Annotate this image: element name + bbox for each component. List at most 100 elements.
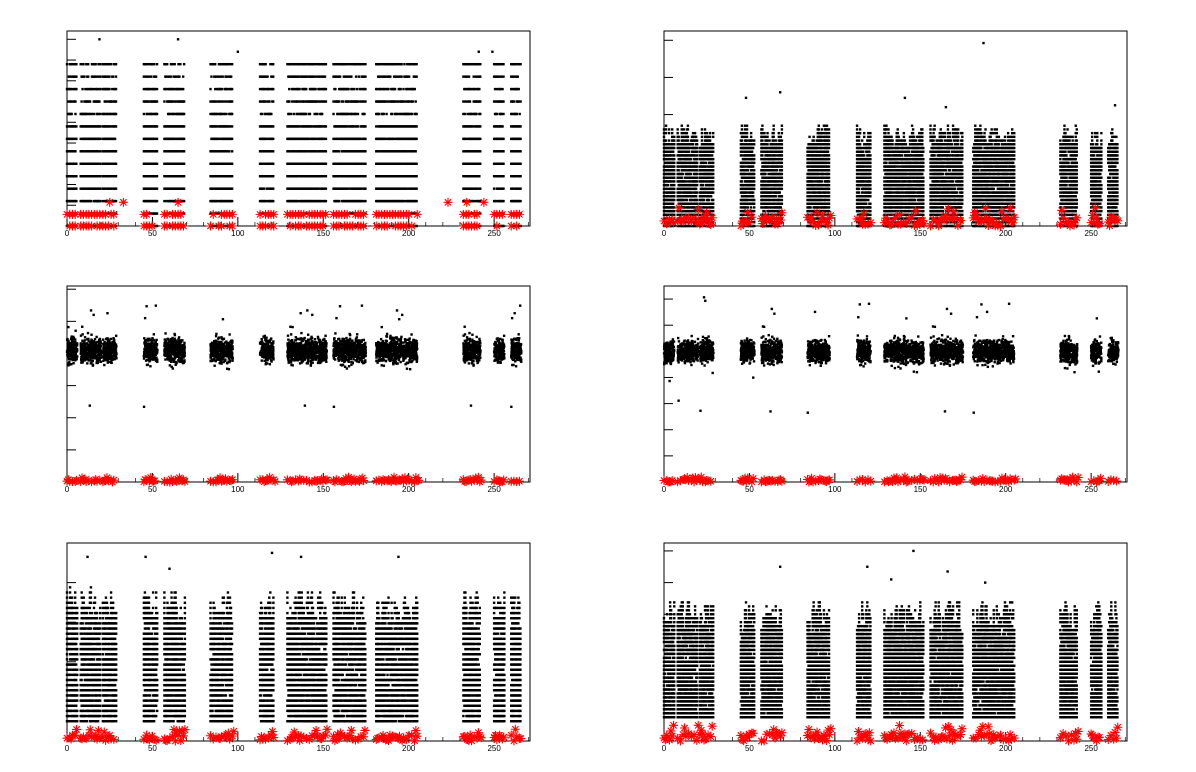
data-point [478, 175, 481, 178]
data-point [364, 150, 367, 153]
data-point [673, 172, 676, 176]
data-point [687, 206, 691, 209]
data-point [751, 191, 755, 194]
star-marker [109, 221, 119, 231]
data-point [182, 162, 186, 165]
data-point [74, 100, 77, 103]
data-point [680, 131, 683, 135]
data-point [230, 187, 234, 190]
data-point [265, 100, 268, 103]
data-point [146, 112, 149, 116]
data-point [753, 198, 756, 202]
data-point [673, 143, 676, 146]
data-point [114, 125, 118, 128]
data-point [163, 100, 166, 103]
data-point [298, 87, 301, 91]
data-point [712, 161, 715, 165]
data-point [324, 125, 328, 128]
series-black-points [662, 41, 1119, 228]
data-point [114, 162, 118, 165]
data-point [142, 75, 146, 78]
data-point [712, 165, 715, 168]
data-point [413, 87, 416, 91]
data-point [673, 176, 676, 179]
data-point [108, 87, 111, 91]
star-marker [382, 221, 392, 231]
data-point [691, 131, 695, 135]
data-point [740, 195, 744, 198]
data-point [712, 191, 715, 194]
data-point [114, 175, 118, 178]
data-point [110, 112, 113, 116]
data-point [324, 162, 328, 165]
data-point [683, 206, 687, 209]
star-marker [179, 221, 189, 231]
data-point [89, 199, 93, 203]
data-point [163, 162, 166, 165]
data-point [272, 100, 275, 103]
data-point [387, 87, 390, 91]
data-point [673, 213, 676, 217]
data-point [468, 100, 472, 103]
data-point [403, 62, 406, 66]
data-point [695, 161, 699, 165]
data-point [742, 183, 746, 187]
data-point [689, 176, 693, 179]
data-point [705, 206, 709, 209]
data-point [167, 75, 171, 78]
data-point [703, 131, 707, 135]
data-point [741, 143, 745, 146]
star-marker [227, 209, 237, 219]
data-point [272, 137, 275, 141]
data-point [72, 137, 75, 141]
data-point [519, 137, 522, 141]
data-point [682, 139, 686, 142]
data-point [712, 146, 715, 150]
data-point [415, 125, 418, 128]
data-point [673, 195, 676, 198]
data-point [86, 75, 90, 78]
data-point [667, 131, 671, 135]
star-marker [342, 209, 352, 219]
data-point [748, 143, 752, 146]
data-point [364, 100, 367, 103]
data-point [337, 100, 341, 103]
data-point [364, 75, 367, 78]
data-point [214, 87, 217, 91]
data-point [740, 202, 744, 205]
data-point [690, 209, 694, 213]
data-point [706, 135, 710, 139]
data-point [708, 139, 712, 142]
x-tick-label: 150 [914, 229, 928, 238]
data-point [106, 112, 109, 116]
data-point [667, 128, 671, 131]
data-point [415, 162, 418, 165]
data-point [685, 176, 689, 179]
data-point [479, 137, 482, 141]
data-point [272, 187, 275, 190]
data-point [680, 195, 683, 198]
data-point [75, 87, 78, 91]
data-point [83, 75, 86, 78]
data-point [673, 154, 676, 157]
data-point [209, 87, 212, 91]
data-point [220, 112, 223, 116]
data-point [68, 75, 72, 78]
data-point [672, 150, 675, 153]
data-point [181, 87, 185, 91]
star-marker [173, 197, 183, 207]
data-point [215, 125, 219, 128]
data-point [148, 75, 151, 78]
data-point [746, 195, 750, 198]
data-point [173, 137, 176, 141]
data-point [666, 195, 670, 198]
data-point [296, 112, 299, 116]
data-point [749, 135, 753, 139]
data-point [410, 112, 414, 116]
data-point [515, 112, 519, 116]
data-point [695, 176, 699, 179]
data-point [101, 199, 105, 203]
data-point [402, 87, 405, 91]
data-point [182, 175, 186, 178]
star-marker [512, 221, 522, 231]
